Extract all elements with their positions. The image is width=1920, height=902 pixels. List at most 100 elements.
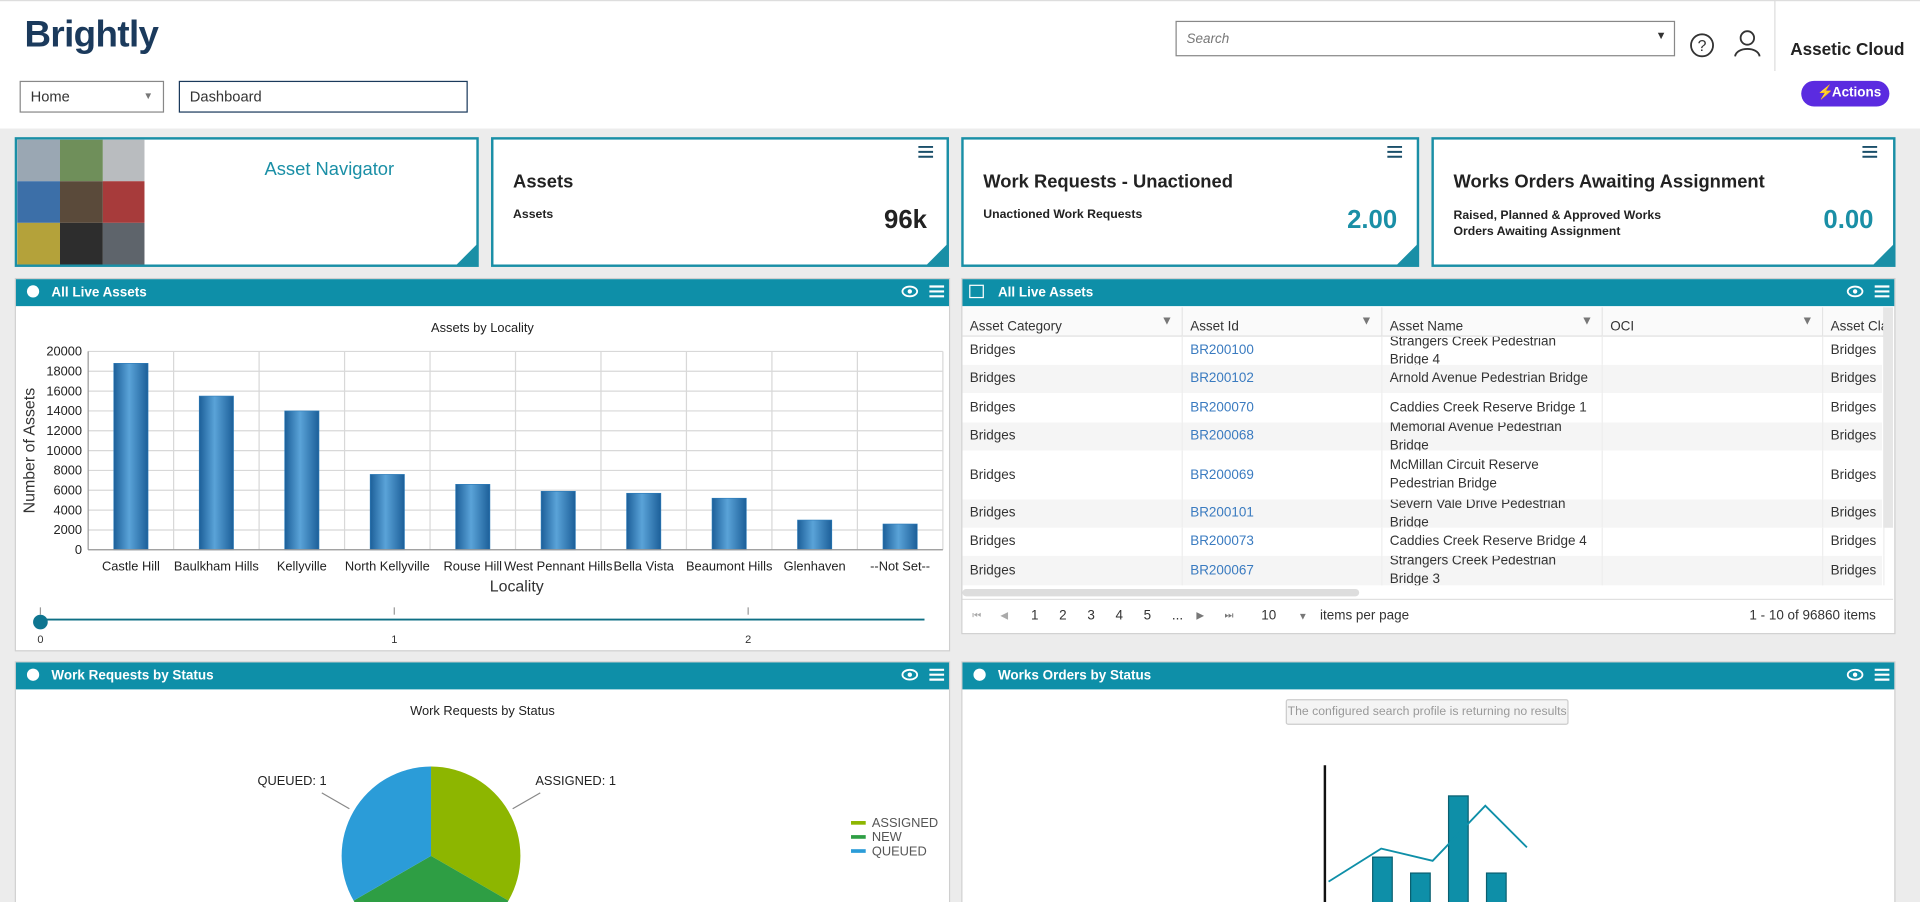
pie-slice xyxy=(341,766,432,901)
slider-handle[interactable] xyxy=(33,614,48,630)
x-tick-label: Glenhaven xyxy=(784,559,846,574)
legend-swatch xyxy=(851,835,866,839)
dashboard-name-text: Dashboard xyxy=(189,88,262,106)
table-cell[interactable]: BR200067 xyxy=(1183,555,1383,586)
collage xyxy=(17,139,145,265)
table-row xyxy=(962,499,1883,528)
legend-swatch xyxy=(851,849,866,853)
filter-icon[interactable]: ▼ xyxy=(1580,314,1593,329)
slider-tick-label: 2 xyxy=(745,634,751,646)
tile-value: 0.00 xyxy=(1823,205,1874,234)
page-link[interactable]: 2 xyxy=(1059,608,1067,624)
table-cell[interactable]: BR200068 xyxy=(1183,422,1383,451)
column-header[interactable]: Asset Name xyxy=(1382,307,1603,337)
filter-icon[interactable]: ▼ xyxy=(1801,314,1814,329)
table-cell: Bridges xyxy=(962,336,1183,365)
table-cell: Arnold Avenue Pedestrian Bridge xyxy=(1382,364,1603,394)
legend-label: NEW xyxy=(872,829,903,844)
page-select-value: Home xyxy=(30,88,70,106)
bar xyxy=(626,492,662,551)
y-tick-label: 12000 xyxy=(46,423,82,438)
org-name: Assetic Cloud xyxy=(1790,39,1905,59)
table-cell: Bridges xyxy=(962,450,1183,500)
pager-nav[interactable]: ▶ xyxy=(1196,609,1204,621)
x-tick-label: Castle Hill xyxy=(102,559,160,574)
y-tick-label: 2000 xyxy=(53,522,82,537)
page-link[interactable]: 3 xyxy=(1087,608,1095,624)
filter-icon[interactable]: ▼ xyxy=(1160,314,1173,329)
divider xyxy=(1774,0,1776,72)
page-link[interactable]: 5 xyxy=(1143,608,1152,624)
pager-nav[interactable]: ⏮ xyxy=(972,609,982,621)
table-cell[interactable]: BR200069 xyxy=(1183,450,1383,500)
column-header[interactable]: Asset Clas xyxy=(1823,307,1885,337)
page-link[interactable]: 1 xyxy=(1031,608,1039,624)
table-cell: Bridges xyxy=(962,527,1183,556)
search-box[interactable]: Search ▼ xyxy=(1175,20,1676,57)
leader-line xyxy=(512,792,541,810)
table-cell xyxy=(1603,499,1824,528)
page-link[interactable]: ... xyxy=(1171,608,1184,624)
tile-value: 2.00 xyxy=(1347,205,1398,234)
table-cell[interactable]: BR200073 xyxy=(1183,527,1383,556)
bar xyxy=(797,519,833,551)
table-cell xyxy=(1603,555,1824,586)
tile[interactable]: Works Orders Awaiting Assignment Raised,… xyxy=(1431,137,1896,267)
column-header[interactable]: Asset Category xyxy=(962,307,1183,337)
bar xyxy=(113,363,149,551)
bar xyxy=(455,484,491,551)
page-link[interactable]: 4 xyxy=(1115,608,1124,624)
table-cell[interactable]: BR200070 xyxy=(1183,393,1383,423)
filter-icon[interactable]: ▼ xyxy=(1360,314,1373,329)
page-select[interactable]: Home ▼ xyxy=(19,80,165,113)
menu-icon xyxy=(929,668,945,681)
leader-line xyxy=(321,792,350,810)
scrollbar[interactable] xyxy=(962,588,1360,597)
pager: ⏮ ◀ 1 2 3 4 5... ▶ ⏭ 10 ▼ items per page 1 - 10 of 9… xyxy=(962,598,1894,633)
empty-message: The configured search profile is returni… xyxy=(1285,699,1569,725)
pager-nav[interactable]: ◀ xyxy=(1000,609,1008,621)
chart-title: Work Requests by Status xyxy=(410,703,555,718)
scrollbar[interactable] xyxy=(1883,307,1894,528)
table-cell: Memorial Avenue Pedestrian Bridge xyxy=(1382,422,1603,451)
column-header[interactable]: OCI xyxy=(1602,307,1824,337)
tile[interactable]: Asset Navigator xyxy=(14,137,479,267)
table-cell[interactable]: BR200102 xyxy=(1183,364,1383,394)
tile-value: 96k xyxy=(884,205,927,234)
tile-menus xyxy=(918,145,1878,158)
menu-icon xyxy=(1874,285,1890,298)
eye-icon xyxy=(901,668,919,681)
tile-label: Raised, Planned & Approved Works Orders … xyxy=(1453,209,1662,238)
column-title: Asset Name xyxy=(1389,319,1464,335)
table-cell[interactable]: BR200101 xyxy=(1183,499,1383,528)
eye-pupil xyxy=(907,672,913,677)
pager-nav[interactable]: ⏭ xyxy=(1224,609,1234,621)
table-row xyxy=(962,555,1883,586)
dashboard-name[interactable]: Dashboard xyxy=(178,80,468,113)
data-label: ASSIGNED: 1 xyxy=(535,773,616,788)
table-row xyxy=(962,422,1883,451)
bar xyxy=(540,490,576,551)
table-cell: Bridges xyxy=(962,555,1183,586)
actions-button[interactable]: ⚡ Actions xyxy=(1801,80,1890,107)
eye-pupil xyxy=(907,289,913,294)
tile-title: Asset Navigator xyxy=(264,159,395,181)
tile[interactable]: Assets Assets 96k xyxy=(491,137,949,267)
tile-label: Assets xyxy=(513,208,554,222)
table: Asset Category ▼ Asset Id ▼ Asset Name ▼ OCI ▼ A… xyxy=(962,307,1885,589)
table-cell[interactable]: BR200100 xyxy=(1183,336,1383,365)
help-icon[interactable]: ? xyxy=(1687,31,1716,60)
table-cell xyxy=(1603,450,1824,500)
y-axis-label: Number of Assets xyxy=(21,388,38,514)
page-size-arrow[interactable]: ▼ xyxy=(1297,611,1308,623)
column-header[interactable]: Asset Id xyxy=(1182,307,1383,337)
tile[interactable]: Work Requests - Unactioned Unactioned Wo… xyxy=(961,137,1420,267)
table-row xyxy=(962,364,1883,394)
page-size[interactable]: 10 xyxy=(1261,608,1277,624)
user-icon[interactable] xyxy=(1731,27,1763,59)
slider-tick-label: 0 xyxy=(37,634,43,646)
table-row xyxy=(962,336,1883,365)
legend-label: QUEUED xyxy=(872,843,927,858)
